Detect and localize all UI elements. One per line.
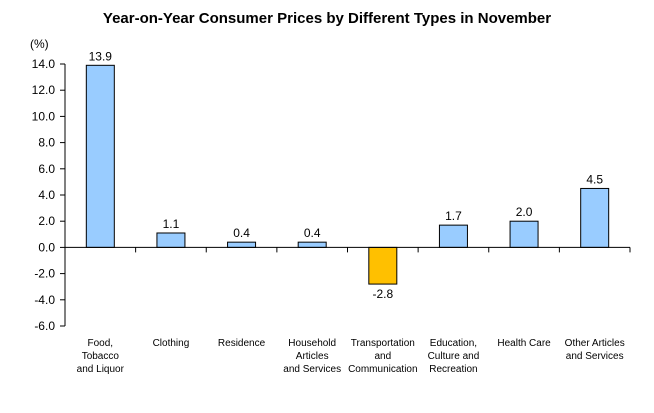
y-tick-label: -4.0	[34, 293, 55, 307]
y-axis: 14.0 12.0 10.0 8.0 6.0 4.0 2.0 0.0 -2.0 -4.0 -6.0	[32, 57, 66, 333]
category-label: Clothing	[153, 338, 190, 349]
data-label: 1.1	[163, 217, 180, 231]
y-axis-unit-label: (%)	[30, 37, 49, 51]
category-label: Transportation	[351, 338, 415, 349]
bar	[227, 241, 257, 248]
data-label: 13.9	[89, 49, 113, 63]
y-tick-label: 8.0	[38, 136, 55, 150]
y-tick-label: -6.0	[34, 319, 55, 333]
category-label: and Liquor	[77, 364, 125, 375]
category-label: Education,	[430, 338, 477, 349]
y-tick-label: 14.0	[32, 57, 56, 71]
y-tick-label: 6.0	[38, 162, 55, 176]
category-label: and Services	[566, 351, 624, 362]
y-tick-label: 0.0	[38, 240, 55, 254]
x-axis	[64, 246, 631, 253]
category-label: Residence	[218, 338, 266, 349]
data-label: 0.4	[304, 226, 321, 240]
data-label: 2.0	[516, 205, 533, 219]
category-label: Household	[288, 338, 336, 349]
data-labels: 13.9 1.1 0.4 0.4 -2.8 1.7 2.0 4.5	[89, 49, 604, 301]
chart-title: Year-on-Year Consumer Prices by Differen…	[102, 10, 552, 27]
category-label: Other Articles	[565, 338, 625, 349]
bar	[85, 64, 115, 248]
data-label: 0.4	[233, 226, 250, 240]
category-label: Articles	[296, 351, 329, 362]
bar	[580, 187, 610, 248]
category-label: Recreation	[429, 364, 477, 375]
category-label: Tobacco	[82, 351, 120, 362]
category-label: and	[374, 351, 391, 362]
y-tick-label: 2.0	[38, 214, 55, 228]
category-labels: Food, Tobacco and Liquor Clothing Residence H…	[77, 338, 625, 375]
bar	[368, 246, 398, 285]
category-label: Culture and	[428, 351, 480, 362]
y-tick-label: -2.0	[34, 267, 55, 281]
category-label: Communication	[348, 364, 417, 375]
category-label: Health Care	[497, 338, 551, 349]
bar	[509, 220, 539, 248]
y-tick-label: 10.0	[32, 109, 56, 123]
bars	[85, 64, 610, 285]
category-label: and Services	[283, 364, 341, 375]
y-tick-label: 12.0	[32, 83, 56, 97]
data-label: 4.5	[586, 172, 603, 186]
data-label: -2.8	[372, 287, 393, 301]
data-label: 1.7	[445, 209, 462, 223]
bar	[297, 241, 327, 248]
bar	[156, 232, 186, 248]
category-label: Food,	[88, 338, 114, 349]
bar	[438, 224, 468, 248]
y-tick-label: 4.0	[38, 188, 55, 202]
